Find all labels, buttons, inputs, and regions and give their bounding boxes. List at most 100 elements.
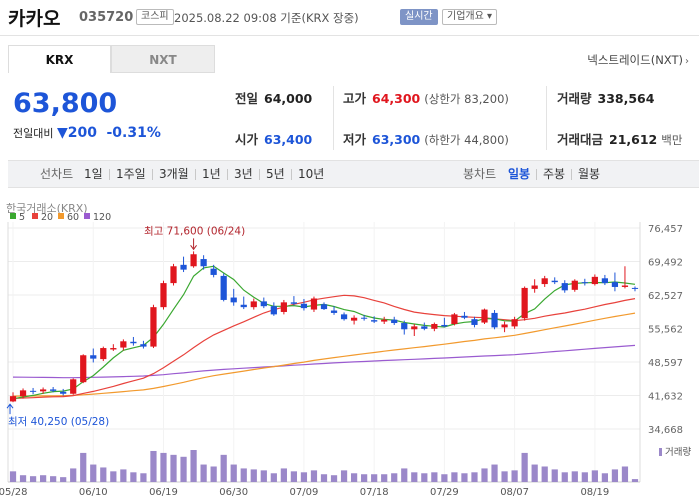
x-tick-label: 08/07 bbox=[500, 487, 529, 498]
volume-bar bbox=[561, 472, 568, 482]
candlestick-chart[interactable]: 한국거래소(KRX)5 20 60 120 76,457 69,492 62,527 55,5… bbox=[0, 196, 699, 502]
period-1w[interactable]: 1주일 bbox=[116, 167, 146, 181]
volume-bar bbox=[180, 456, 187, 482]
stat-low: 저가 63,300 (하한가 44,800) bbox=[343, 129, 509, 148]
stat-label: 전일 bbox=[235, 91, 259, 106]
ma60-line bbox=[12, 312, 636, 397]
volume-bar bbox=[50, 476, 57, 482]
candle-body bbox=[200, 259, 207, 267]
stat-divider bbox=[333, 86, 334, 150]
stat-prev-close: 전일 64,000 bbox=[235, 88, 312, 107]
volume-bar bbox=[40, 475, 47, 482]
price-change: 전일대비 ▼200 -0.31% bbox=[13, 125, 161, 141]
market-badge: 코스피 bbox=[136, 9, 174, 25]
stock-name: 카카오 bbox=[8, 8, 61, 30]
volume-bar bbox=[110, 471, 117, 482]
legend-swatch bbox=[84, 213, 90, 219]
candle-body bbox=[260, 301, 267, 307]
candle-body bbox=[230, 297, 237, 303]
volume-bar bbox=[401, 468, 408, 482]
candle-body bbox=[240, 304, 247, 308]
candle-body bbox=[621, 285, 629, 287]
candle-body bbox=[50, 389, 57, 391]
period-3y[interactable]: 3년 bbox=[234, 167, 253, 181]
stat-value: 63,400 bbox=[264, 132, 313, 147]
nextrade-label: 넥스트레이드(NXT) bbox=[587, 53, 683, 67]
volume-bar bbox=[9, 471, 17, 482]
volume-bar bbox=[451, 472, 458, 482]
stat-label: 시가 bbox=[235, 132, 259, 147]
period-1d[interactable]: 1일 bbox=[84, 167, 103, 181]
candle-body bbox=[541, 278, 548, 285]
legend-swatch bbox=[58, 213, 64, 219]
min-price-arrowhead bbox=[6, 403, 14, 409]
candle-body bbox=[220, 275, 227, 300]
period-5y[interactable]: 5년 bbox=[266, 167, 285, 181]
y-tick-label: 62,527 bbox=[648, 291, 683, 302]
period-10y[interactable]: 10년 bbox=[298, 167, 325, 181]
candle-body bbox=[290, 302, 298, 304]
candle-body bbox=[310, 298, 318, 310]
volume-bar bbox=[200, 464, 207, 482]
divider bbox=[195, 169, 196, 180]
stat-label: 저가 bbox=[343, 132, 367, 147]
candle-body bbox=[431, 323, 438, 329]
legend-label: 20 bbox=[41, 212, 53, 223]
realtime-badge[interactable]: 실시간 bbox=[400, 9, 438, 25]
volume-bar bbox=[160, 452, 167, 482]
candle-body bbox=[361, 317, 368, 319]
change-value: 200 bbox=[67, 125, 97, 141]
candle-body bbox=[19, 390, 27, 397]
volume-bar bbox=[260, 470, 267, 482]
period-3m[interactable]: 3개월 bbox=[159, 167, 189, 181]
x-tick-label: 05/28 bbox=[0, 487, 27, 498]
candle-body bbox=[381, 319, 388, 322]
y-tick-label: 34,668 bbox=[648, 425, 683, 436]
tab-krx[interactable]: KRX bbox=[8, 45, 111, 73]
chart-source-label: 한국거래소(KRX) bbox=[6, 202, 88, 215]
stat-value: 338,564 bbox=[597, 91, 655, 106]
volume-bar bbox=[371, 474, 378, 482]
candle-body bbox=[551, 280, 558, 283]
tab-nxt[interactable]: NXT bbox=[111, 45, 215, 73]
max-price-arrowhead bbox=[190, 245, 197, 251]
period-daily[interactable]: 일봉 bbox=[508, 167, 531, 181]
nextrade-link[interactable]: 넥스트레이드(NXT) › bbox=[587, 52, 689, 68]
volume-bar bbox=[551, 469, 558, 482]
stat-unit: 백만 bbox=[661, 133, 683, 147]
legend-label: 5 bbox=[19, 212, 25, 223]
candle-chart-label: 봉차트 bbox=[463, 167, 497, 181]
divider bbox=[109, 169, 110, 180]
volume-legend-label: 거래량 bbox=[665, 446, 691, 458]
volume-bar bbox=[120, 469, 127, 482]
candle-body bbox=[571, 280, 578, 290]
stat-open: 시가 63,400 bbox=[235, 129, 312, 148]
volume-bar bbox=[320, 474, 328, 482]
y-tick-label: 55,562 bbox=[648, 325, 683, 336]
y-tick-label: 76,457 bbox=[648, 224, 683, 235]
candle-body bbox=[280, 302, 287, 312]
volume-bar bbox=[330, 475, 338, 482]
x-tick-label: 06/30 bbox=[219, 487, 248, 498]
volume-bar bbox=[531, 464, 538, 482]
volume-bar bbox=[611, 469, 619, 482]
period-weekly[interactable]: 주봉 bbox=[543, 167, 566, 181]
x-tick-label: 06/19 bbox=[149, 487, 178, 498]
candle-body bbox=[591, 276, 598, 285]
candle-body bbox=[340, 314, 348, 320]
candle-body bbox=[561, 283, 568, 291]
volume-bar bbox=[70, 468, 77, 482]
volume-bar bbox=[411, 472, 418, 482]
volume-bar bbox=[571, 471, 578, 482]
period-monthly[interactable]: 월봉 bbox=[578, 167, 601, 181]
volume-bar bbox=[220, 454, 227, 482]
down-triangle-icon: ▼ bbox=[56, 125, 68, 141]
candle-body bbox=[80, 355, 87, 383]
price-chart[interactable]: 한국거래소(KRX) 5 20 60 120 76,457 69,492 62,527 55,5… bbox=[0, 196, 699, 502]
stat-divider bbox=[546, 86, 547, 150]
candle-body bbox=[391, 319, 398, 324]
stat-value: 64,300 bbox=[372, 91, 421, 106]
candle-body bbox=[160, 283, 167, 308]
period-1y[interactable]: 1년 bbox=[202, 167, 221, 181]
company-overview-button[interactable]: 기업개요 ▾ bbox=[442, 9, 498, 25]
